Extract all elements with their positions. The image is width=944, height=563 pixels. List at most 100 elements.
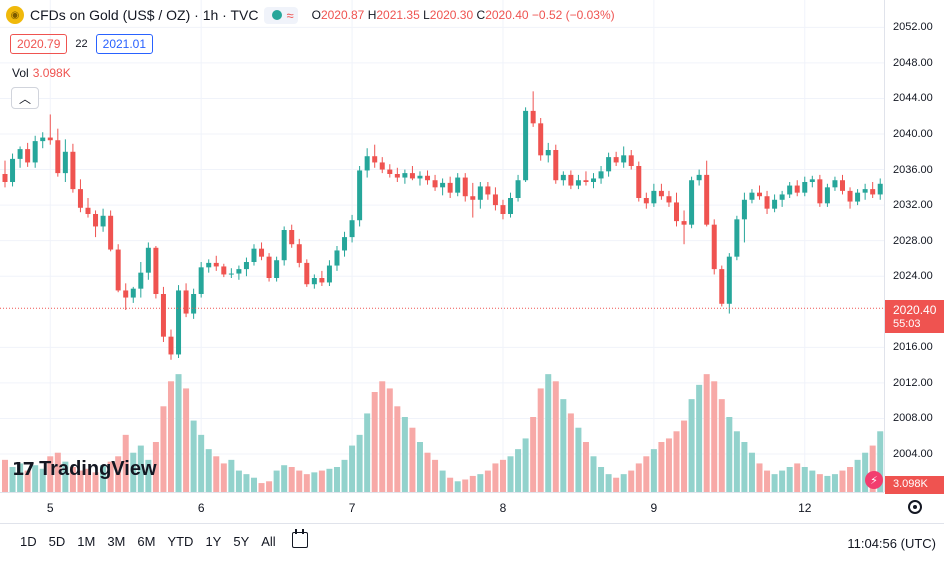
volume-bar [432,459,439,492]
candle-body [613,157,619,163]
volume-bar [145,459,152,492]
clock-readout[interactable]: 11:04:56 (UTC) [847,536,936,551]
candle-body [251,248,257,262]
volume-bar [454,481,461,492]
time-tick-label: 6 [197,501,205,515]
time-tick-label: 5 [46,501,54,515]
low-value: 2020.30 [429,8,474,22]
volume-bar [462,479,469,492]
candle-body [349,220,355,238]
range-button-1d[interactable]: 1D [20,534,37,549]
candle-body [658,190,664,197]
date-range-list: 1D 5D 1M 3M 6M YTD 1Y 5Y All [14,534,282,549]
candle-body [794,185,800,193]
tradingview-logo[interactable]: 𝟭𝟳 TradingView [12,458,157,481]
range-button-5d[interactable]: 5D [48,534,66,549]
logo-text: TradingView [39,458,157,480]
range-button-5y[interactable]: 5Y [233,534,250,549]
candle-body [228,273,234,275]
candle-body [621,155,627,163]
collapse-legend-button[interactable]: ︿ [11,87,39,109]
gold-coin-icon: ◉ [6,6,24,24]
volume-bar [560,399,567,492]
candle-body [779,194,785,200]
candle-body [847,190,853,202]
price-tick-label: 2040.00 [893,128,933,140]
price-tick-label: 2028.00 [893,234,933,247]
candle-body [304,262,310,285]
price-tick-label: 2048.00 [893,56,933,69]
candle-body [719,269,725,304]
volume-bar [839,470,846,492]
volume-bar [379,381,386,492]
volume-bar [115,456,122,492]
main-pane[interactable]: ◉ CFDs on Gold (US$ / OZ) · 1h · TVC ≈ O… [0,0,884,492]
volume-bar [424,452,431,492]
calendar-goto-icon[interactable] [292,529,308,548]
range-button-all[interactable]: All [261,534,276,549]
candle-body [809,179,815,182]
candle-body [726,256,732,304]
volume-bar [756,463,763,492]
volume-bar [537,388,544,492]
volume-bar [175,374,182,492]
volume-bar [326,468,333,492]
range-button-6m[interactable]: 6M [137,534,156,549]
market-status-pill[interactable]: ≈ [264,6,298,24]
volume-bar [9,467,16,492]
volume-bar [620,474,627,492]
candle-body [591,178,597,182]
volume-bar [416,442,423,492]
volume-bar [198,434,205,492]
candle-body [447,182,453,193]
volume-bar [24,470,31,492]
volume-bar [741,442,748,492]
candle-body [515,180,521,198]
candle-body [628,155,634,166]
bid-ask-row: 2020.79 22 2021.01 [10,34,154,54]
price-scale[interactable]: 2052.00 2048.00 2044.00 2040.00 2036.00 2032.… [884,0,944,494]
range-button-1y[interactable]: 1Y [205,534,222,549]
volume-bar [288,467,295,492]
sell-price-button[interactable]: 2020.79 [10,34,68,54]
volume-bar [688,399,695,492]
chart-canvas[interactable] [0,0,884,492]
candle-body [191,294,197,314]
candle-body [492,194,498,206]
volume-bar [2,459,8,492]
tradingview-mark-icon: 𝟭𝟳 [12,459,35,479]
candle-body [545,150,551,156]
candle-body [772,199,778,209]
volume-bar [522,438,529,492]
candle-body [749,192,755,200]
gear-icon[interactable] [908,500,922,514]
candle-body [289,230,295,245]
lightning-icon[interactable]: ⚡ [865,471,883,489]
candle-body [274,260,280,278]
buy-price-button[interactable]: 2021.01 [95,34,154,54]
volume-bar [371,392,378,492]
open-label: O [311,8,321,22]
candle-body [342,237,348,251]
volume-bar [628,470,635,492]
volume-bar [296,470,303,492]
volume-bar [643,456,650,492]
candle-body [334,250,340,266]
time-scale[interactable]: 5 6 7 8 9 12 [0,492,884,521]
volume-bar [771,474,778,492]
volume-bar [786,467,793,492]
close-label: C [476,8,486,22]
symbol-title[interactable]: CFDs on Gold (US$ / OZ) · 1h · TVC [30,7,259,23]
range-button-1m[interactable]: 1M [77,534,96,549]
volume-bar [386,388,393,492]
range-button-3m[interactable]: 3M [107,534,126,549]
volume-bar [228,459,235,492]
volume-bar [349,445,356,492]
volume-bar [167,381,174,492]
candle-body [500,205,506,214]
range-button-ytd[interactable]: YTD [167,534,194,549]
candle-body [666,196,672,203]
candle-body [2,174,8,182]
volume-bar [152,442,159,492]
volume-legend: Vol 3.098K [12,66,71,80]
